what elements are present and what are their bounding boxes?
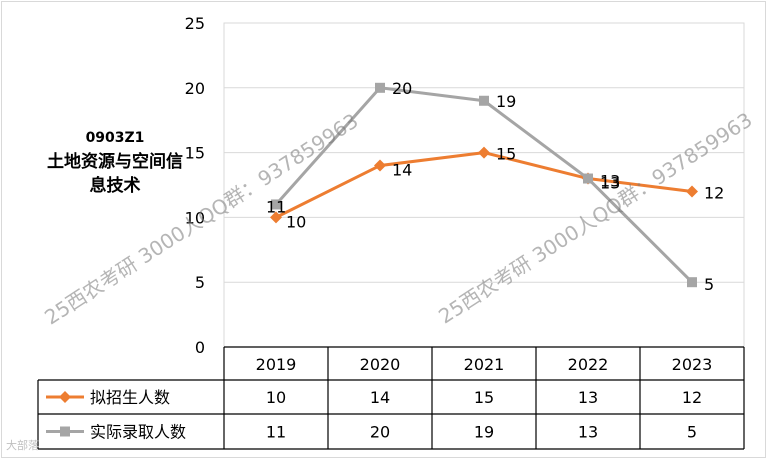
table-cell-1-2020: 20	[370, 423, 390, 442]
y-tick-label-0: 0	[195, 338, 205, 357]
table-cell-0-2020: 14	[370, 388, 390, 407]
table-cell-1-2023: 5	[687, 423, 697, 442]
legend-key-marker-1	[60, 426, 70, 437]
series-0-data-label-2022: 13	[600, 172, 620, 191]
major-name: 土地资源与空间信息技术	[47, 152, 183, 196]
series-1-point-2021	[479, 95, 489, 106]
table-cell-0-2023: 12	[682, 388, 702, 407]
series-1-data-label-2020: 20	[392, 79, 412, 98]
legend-label-0: 拟招生人数	[90, 388, 170, 407]
legend-label-1: 实际录取人数	[90, 423, 186, 442]
series-1-point-2022	[583, 173, 593, 184]
series-1-data-label-2019: 11	[266, 197, 286, 216]
table-cell-1-2021: 19	[474, 423, 494, 442]
series-1-data-label-2021: 19	[496, 92, 516, 111]
major-code: 0903Z1	[85, 130, 145, 146]
category-label-2019: 2019	[256, 355, 297, 374]
series-0-data-label-2023: 12	[704, 183, 724, 202]
series-1-data-label-2022: 13	[600, 174, 620, 193]
category-label-2023: 2023	[672, 355, 713, 374]
series-0-point-2021	[478, 146, 490, 159]
chart-side-title: 0903Z1 土地资源与空间信息技术	[40, 130, 190, 198]
table-cell-0-2021: 15	[474, 388, 494, 407]
table-cell-1-2022: 13	[578, 423, 598, 442]
y-tick-label-15: 15	[185, 144, 205, 163]
category-label-2022: 2022	[568, 355, 609, 374]
corner-watermark: 大部落	[6, 439, 39, 452]
table-cell-1-2019: 11	[266, 423, 286, 442]
category-label-2021: 2021	[464, 355, 505, 374]
y-tick-label-20: 20	[185, 79, 205, 98]
series-1-point-2023	[687, 277, 697, 288]
series-0-point-2019	[270, 211, 282, 224]
category-label-2020: 2020	[360, 355, 401, 374]
series-1-data-label-2023: 5	[704, 275, 714, 294]
table-cell-0-2019: 10	[266, 388, 286, 407]
y-tick-label-5: 5	[195, 273, 205, 292]
series-1-point-2020	[375, 82, 385, 93]
series-0-point-2020	[374, 159, 386, 172]
y-tick-label-25: 25	[185, 14, 205, 33]
series-0-data-label-2020: 14	[392, 161, 412, 180]
series-1-point-2019	[271, 199, 281, 210]
series-0-point-2023	[686, 185, 698, 198]
table-cell-0-2022: 13	[578, 388, 598, 407]
y-tick-label-10: 10	[185, 208, 205, 227]
legend-key-marker-0	[59, 391, 71, 403]
series-0-data-label-2019: 10	[286, 212, 306, 231]
series-0-data-label-2021: 15	[496, 145, 516, 164]
